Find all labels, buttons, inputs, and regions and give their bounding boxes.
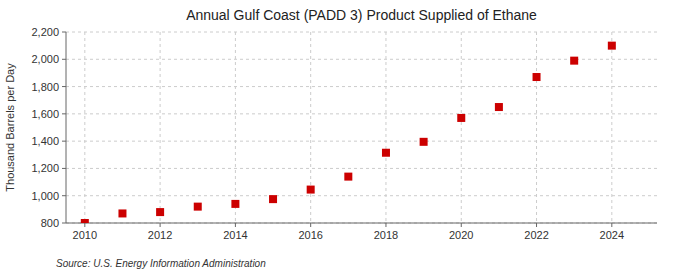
tick-label: 1,000 (31, 190, 59, 202)
grid-line (66, 32, 657, 33)
tick-label: 2016 (298, 229, 322, 241)
grid-line (385, 32, 386, 223)
tick-label: 2022 (524, 229, 548, 241)
tick-mark (385, 223, 386, 227)
tick-mark (62, 59, 66, 60)
y-axis-line (66, 32, 67, 223)
tick-label: 2010 (73, 229, 97, 241)
tick-label: 2024 (600, 229, 624, 241)
point (495, 103, 503, 111)
grid-line (66, 195, 657, 196)
y-axis-label: Thousand Barrels per Day (4, 63, 16, 192)
grid-line (66, 113, 657, 114)
tick-mark (62, 223, 66, 224)
axes: 2010 2012 2014 2016 2018 2020 2022 2024 800 1,000… (31, 26, 657, 241)
point (156, 208, 164, 216)
point (533, 73, 541, 81)
tick-mark (62, 141, 66, 142)
grid-line (611, 32, 612, 223)
point (344, 173, 352, 181)
grid-line (84, 32, 85, 223)
point (608, 42, 616, 50)
tick-label: 1,600 (31, 108, 59, 120)
point (307, 186, 315, 194)
tick-label: 1,200 (31, 162, 59, 174)
grid-line (310, 32, 311, 223)
point (231, 200, 239, 208)
tick-mark (310, 223, 311, 227)
chart: 2010 2012 2014 2016 2018 2020 2022 2024 800 1,000… (0, 0, 675, 275)
grid-line (160, 32, 161, 223)
tick-mark (611, 223, 612, 227)
tick-mark (62, 195, 66, 196)
grid-line (235, 32, 236, 223)
point (382, 149, 390, 157)
tick-label: 1,400 (31, 135, 59, 147)
tick-mark (62, 86, 66, 87)
x-axis-line (66, 223, 657, 224)
tick-label: 1,800 (31, 81, 59, 93)
title: Annual Gulf Coast (PADD 3) Product Suppl… (186, 7, 537, 23)
tick-label: 2012 (148, 229, 172, 241)
grid-line (66, 141, 657, 142)
tick-mark (62, 168, 66, 169)
point (420, 138, 428, 146)
point (194, 203, 202, 211)
grid-line (66, 59, 657, 60)
point (118, 209, 126, 217)
tick-mark (461, 223, 462, 227)
tick-label: 2018 (374, 229, 398, 241)
tick-label: 2014 (223, 229, 247, 241)
grid-line (66, 223, 657, 224)
tick-label: 2020 (449, 229, 473, 241)
tick-mark (160, 223, 161, 227)
points (81, 42, 616, 223)
point (269, 195, 277, 203)
tick-mark (235, 223, 236, 227)
tick-mark (84, 223, 85, 227)
grid-line (66, 86, 657, 87)
tick-label: 2,200 (31, 26, 59, 38)
annotation: Source: U.S. Energy Information Administ… (56, 258, 266, 269)
point (457, 114, 465, 122)
grid-line (461, 32, 462, 223)
tick-mark (62, 113, 66, 114)
point (81, 219, 89, 223)
tick-label: 2,000 (31, 53, 59, 65)
grid-line (536, 32, 537, 223)
tick-mark (62, 32, 66, 33)
grid (66, 32, 657, 223)
tick-mark (536, 223, 537, 227)
grid-line (66, 168, 657, 169)
point (570, 57, 578, 65)
tick-label: 800 (41, 217, 59, 229)
